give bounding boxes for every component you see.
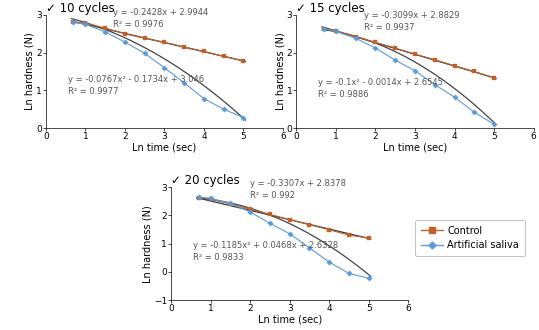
Text: y = -0.1185x² + 0.0468x + 2.6328
R² = 0.9833: y = -0.1185x² + 0.0468x + 2.6328 R² = 0.… <box>193 241 338 262</box>
Text: ✓ 10 cycles: ✓ 10 cycles <box>46 2 115 15</box>
Text: y = -0.1x² - 0.0014x + 2.6545
R² = 0.9886: y = -0.1x² - 0.0014x + 2.6545 R² = 0.988… <box>318 78 443 99</box>
Y-axis label: Ln hardness (N): Ln hardness (N) <box>142 205 153 282</box>
Y-axis label: Ln hardness (N): Ln hardness (N) <box>275 33 285 110</box>
X-axis label: Ln time (sec): Ln time (sec) <box>383 143 447 153</box>
Y-axis label: Ln hardness (N): Ln hardness (N) <box>24 33 34 110</box>
X-axis label: Ln time (sec): Ln time (sec) <box>132 143 197 153</box>
Text: y = -0.3099x + 2.8829
R² = 0.9937: y = -0.3099x + 2.8829 R² = 0.9937 <box>364 11 459 32</box>
X-axis label: Ln time (sec): Ln time (sec) <box>258 315 322 325</box>
Text: y = -0.0767x² - 0.1734x + 3.046
R² = 0.9977: y = -0.0767x² - 0.1734x + 3.046 R² = 0.9… <box>67 75 204 96</box>
Text: ✓ 15 cycles: ✓ 15 cycles <box>296 2 365 15</box>
Text: y = -0.3307x + 2.8378
R² = 0.992: y = -0.3307x + 2.8378 R² = 0.992 <box>250 179 346 200</box>
Text: ✓ 20 cycles: ✓ 20 cycles <box>171 174 240 187</box>
Legend: Control, Artificial saliva: Control, Artificial saliva <box>416 220 525 256</box>
Text: y = -0.2428x + 2.9944
R² = 0.9976: y = -0.2428x + 2.9944 R² = 0.9976 <box>113 8 208 29</box>
